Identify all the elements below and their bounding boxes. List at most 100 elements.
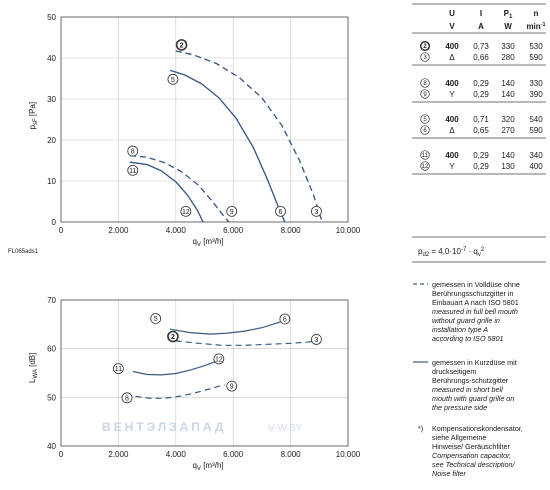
cell-speed: 590 xyxy=(529,126,543,135)
curve-marker-label: 2 xyxy=(171,334,175,341)
x-tick-label: 4.000 xyxy=(166,450,187,459)
table-row: 6 Δ 0,65 270 590 xyxy=(420,125,543,135)
y-tick-label: 40 xyxy=(47,54,56,63)
x-tick-label: 6.000 xyxy=(223,450,244,459)
cell-current: 0,66 xyxy=(473,53,489,62)
row-marker: 6 xyxy=(423,128,427,134)
cell-current: 0,65 xyxy=(473,126,489,135)
y-tick-label: 40 xyxy=(47,442,56,451)
curve-marker-8: 8 xyxy=(121,392,133,404)
x-tick-label: 0 xyxy=(59,450,64,459)
cell-current: 0,29 xyxy=(473,90,489,99)
y-tick-label: 10 xyxy=(47,177,56,186)
table-row: 2 400 0,73 330 530 xyxy=(419,40,543,52)
cell-power: 330 xyxy=(501,42,515,51)
row-marker: 5 xyxy=(423,117,427,123)
curve-6 xyxy=(169,69,286,223)
x-tick-label: 8.000 xyxy=(281,226,302,235)
legend-solid-de: druckseitigem xyxy=(432,367,476,376)
footnote-en: see Technical description/ xyxy=(432,460,515,469)
x-tick-label: 0 xyxy=(59,226,64,235)
row-marker-circle xyxy=(420,78,430,88)
row-marker: 3 xyxy=(423,55,427,61)
curve-marker-label: 3 xyxy=(314,209,318,216)
cell-power: 140 xyxy=(501,90,515,99)
table-header: U xyxy=(449,9,455,18)
cell-power: 320 xyxy=(501,115,515,124)
curve-marker-label: 11 xyxy=(129,168,136,175)
cell-speed: 340 xyxy=(529,151,543,160)
curve-marker-3: 3 xyxy=(311,334,322,345)
footnote-de: Kompensationskondensator, xyxy=(432,424,523,433)
row-marker-circle xyxy=(420,114,430,124)
table-row: 11 400 0,29 140 340 xyxy=(420,150,543,160)
row-marker: 11 xyxy=(422,153,429,159)
cell-current: 0,71 xyxy=(473,115,489,124)
curve-marker-label: 9 xyxy=(230,384,234,391)
curve-marker-label: 12 xyxy=(215,356,223,363)
table-header: P1 xyxy=(504,9,513,20)
footnote-en: Compensation capacitor, xyxy=(432,451,511,460)
cell-voltage: 400 xyxy=(445,42,459,51)
legend-solid-de: gemessen in Kurzdüse mit xyxy=(432,358,517,367)
cell-current: 0,29 xyxy=(473,162,489,171)
curve-marker-9: 9 xyxy=(226,380,238,392)
cell-voltage: 400 xyxy=(445,151,459,160)
cell-connection: Δ xyxy=(449,126,455,135)
table-row: 9 Y 0,29 140 390 xyxy=(420,89,543,99)
sheet-code: FL065ads1 xyxy=(8,249,39,255)
cell-current: 0,29 xyxy=(473,79,489,88)
cell-current: 0,73 xyxy=(473,42,489,51)
legend-dashed-en: without guard grille in xyxy=(432,316,500,325)
cell-power: 140 xyxy=(501,151,515,160)
table-row: 12 Y 0,29 130 400 xyxy=(420,161,543,171)
curve-marker-6: 6 xyxy=(279,313,291,325)
cell-power: 140 xyxy=(501,79,515,88)
cell-speed: 390 xyxy=(529,90,543,99)
curve-marker-11: 11 xyxy=(113,363,124,375)
curve-12 xyxy=(129,161,204,223)
table-row: 8 400 0,29 140 330 xyxy=(420,78,543,88)
curve-marker-label: 6 xyxy=(283,316,287,323)
y-tick-label: 50 xyxy=(47,393,56,402)
y-axis-label: LWA [dB] xyxy=(28,353,39,383)
cell-connection: Y xyxy=(449,162,455,171)
table-unit: A xyxy=(478,22,484,31)
cell-power: 280 xyxy=(501,53,515,62)
curve-marker-8: 8 xyxy=(127,145,139,157)
curve-marker-12: 12 xyxy=(180,205,192,217)
cell-power: 270 xyxy=(501,126,515,135)
row-marker-circle xyxy=(420,125,430,135)
y-tick-label: 70 xyxy=(47,296,56,305)
sound-power-chart: 0 2.000 4.000 6.000 8.000 10.000 40 50 60 70 qV [m… xyxy=(28,296,361,472)
legend-dashed-de: Berührungsschutzgitter in xyxy=(432,289,514,298)
x-tick-label: 6.000 xyxy=(223,226,244,235)
cell-voltage: 400 xyxy=(445,115,459,124)
curve-9 xyxy=(129,155,230,223)
pressure-chart: 0 2.000 4.000 6.000 8.000 10.000 0 10 20 30 40 50 qV… xyxy=(28,13,361,248)
x-tick-label: 10.000 xyxy=(336,226,361,235)
legend-solid-en: the pressure side xyxy=(432,403,487,412)
curve-11-12 xyxy=(132,359,220,376)
x-axis-label: qV [m³/h] xyxy=(193,461,224,472)
legend-dashed-de: gemessen in Volldüse ohne xyxy=(432,280,520,289)
y-tick-label: 30 xyxy=(47,95,56,104)
x-tick-label: 10.000 xyxy=(336,450,361,459)
plot-frame xyxy=(60,299,349,447)
row-marker-circle xyxy=(419,40,431,52)
curve-2 xyxy=(175,50,323,223)
cell-speed: 540 xyxy=(529,115,543,124)
footnote-mark: *) xyxy=(418,424,423,433)
curve-marker-2: 2 xyxy=(167,330,179,343)
legend-dashed-en: installation type A xyxy=(432,325,488,334)
x-tick-label: 4.000 xyxy=(166,226,187,235)
curve-5-6 xyxy=(169,320,283,335)
cell-power: 130 xyxy=(501,162,515,171)
curve-marker-5: 5 xyxy=(150,313,162,324)
curve-marker-label: 11 xyxy=(115,366,122,373)
table-header: I xyxy=(480,9,482,18)
y-tick-label: 50 xyxy=(47,13,56,22)
curve-marker-5: 5 xyxy=(167,73,179,85)
x-tick-label: 8.000 xyxy=(281,450,302,459)
